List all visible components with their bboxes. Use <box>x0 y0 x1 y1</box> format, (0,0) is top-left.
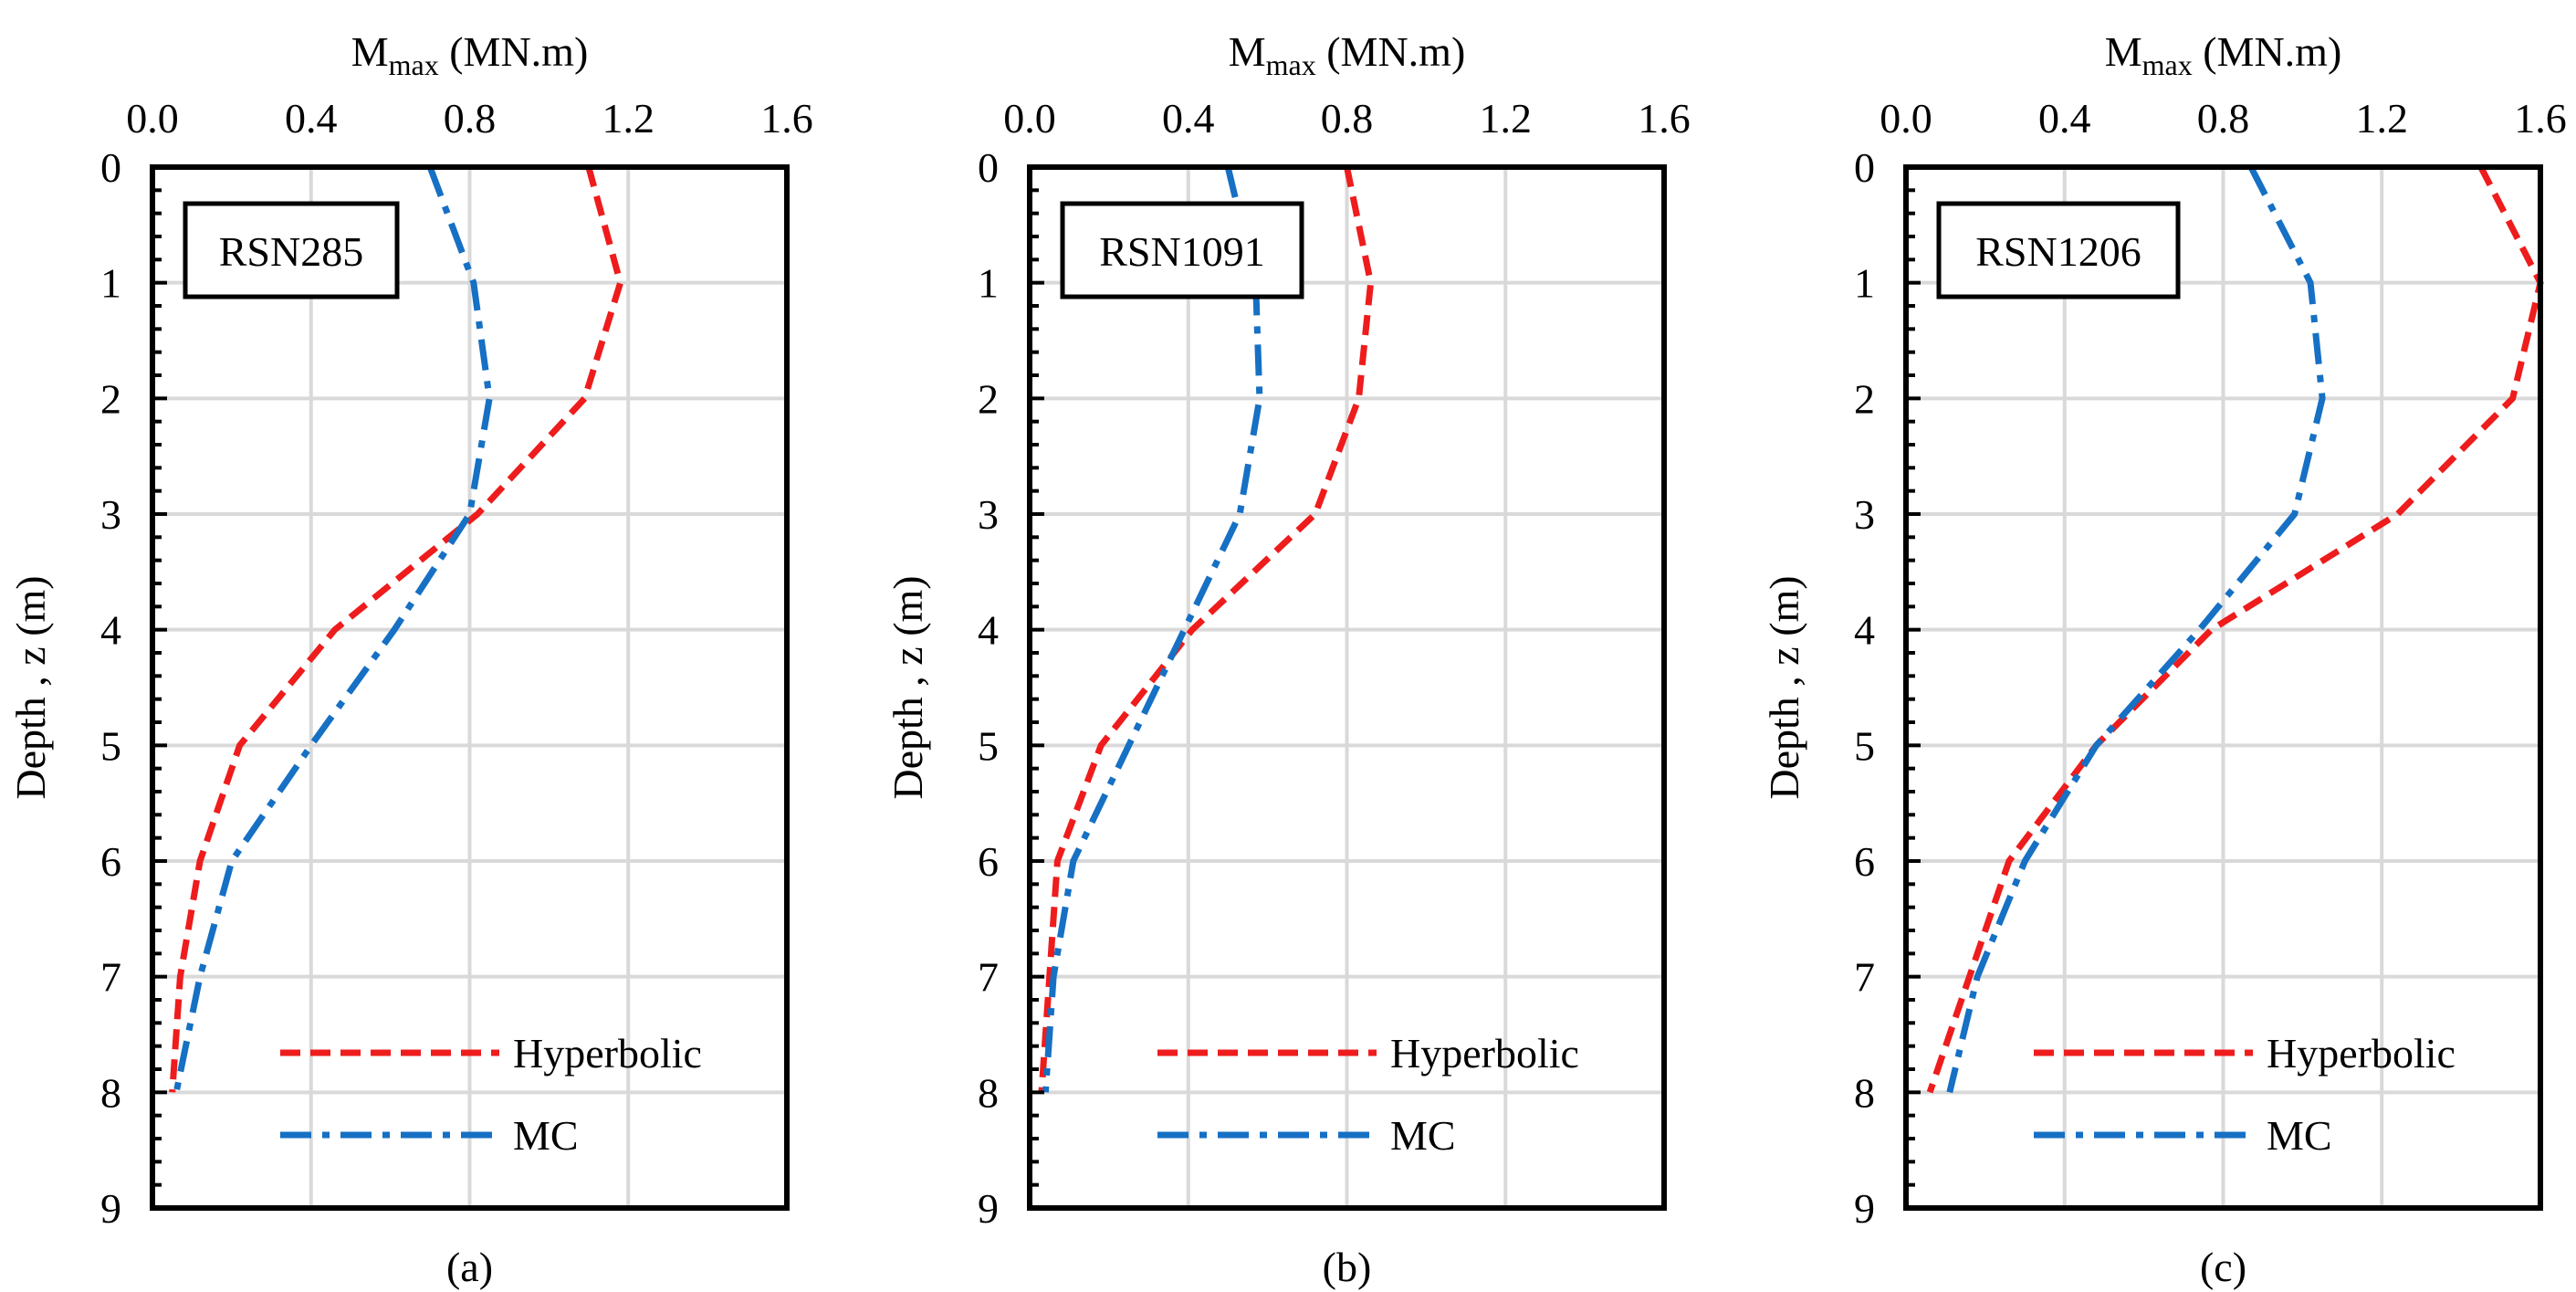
y-tick-label: 6 <box>978 838 999 885</box>
x-tick-label: 0.4 <box>2038 95 2091 142</box>
plot-frame <box>150 164 790 1211</box>
series-line-hyperbolic <box>1926 165 2544 1094</box>
y-tick-label: 2 <box>1854 375 1875 422</box>
x-axis-title-unit: (MN.m) <box>439 28 589 75</box>
chart-panel-2: 0.0 0.4 0.8 1.2 1.6 0 1 2 3 4 5 6 7 8 9 Mmax (MN.m) Dept… <box>885 28 1691 1290</box>
y-axis-title: Depth , z (m) <box>1761 575 1807 799</box>
y-tick-label: 3 <box>1854 491 1875 538</box>
x-axis-title: Mmax (MN.m) <box>351 28 589 81</box>
y-axis-title: Depth , z (m) <box>885 575 931 799</box>
y-tick-label: 7 <box>1854 954 1875 1001</box>
x-tick-label: 0.0 <box>1003 95 1056 142</box>
x-tick-label: 1.6 <box>2514 95 2567 142</box>
legend-label-mc: MC <box>1390 1112 1456 1159</box>
panel-caption: (a) <box>446 1244 493 1290</box>
y-tick-label: 7 <box>100 954 121 1001</box>
y-tick-label: 1 <box>978 260 999 307</box>
y-tick-label: 8 <box>100 1069 121 1116</box>
x-tick-label: 0.8 <box>2197 95 2250 142</box>
x-tick-label: 1.6 <box>760 95 813 142</box>
x-axis-title-main: M <box>1229 28 1266 75</box>
y-tick-label: 7 <box>978 954 999 1001</box>
y-tick-label: 3 <box>978 491 999 538</box>
y-tick-label: 9 <box>978 1185 999 1232</box>
y-tick-label: 0 <box>100 144 121 191</box>
y-tick-label: 3 <box>100 491 121 538</box>
x-tick-label: 1.2 <box>602 95 655 142</box>
record-label-box <box>183 201 400 299</box>
chart-panel-1: 0.0 0.4 0.8 1.2 1.6 0 1 2 3 4 5 6 7 8 9 Mmax (MN.m) Dept… <box>7 28 813 1290</box>
panel-caption: (b) <box>1323 1244 1372 1290</box>
x-tick-label: 1.6 <box>1638 95 1691 142</box>
record-label: RSN1091 <box>1099 228 1264 275</box>
x-tick-label: 0.0 <box>126 95 179 142</box>
chart-panel-3: 0.0 0.4 0.8 1.2 1.6 0 1 2 3 4 5 6 7 8 9 Mmax (MN.m) Dept… <box>1761 28 2567 1290</box>
legend-label-mc: MC <box>2267 1112 2332 1159</box>
x-tick-label: 0.8 <box>444 95 497 142</box>
plot-frame <box>1027 164 1667 1211</box>
legend-label-hyperbolic: Hyperbolic <box>1390 1030 1579 1077</box>
series-line-hyperbolic <box>1038 166 1375 1093</box>
x-axis-title-unit: (MN.m) <box>2193 28 2342 75</box>
y-tick-label: 6 <box>100 838 121 885</box>
y-tick-label: 8 <box>1854 1069 1875 1116</box>
y-tick-label: 2 <box>978 375 999 422</box>
y-tick-label: 4 <box>1854 607 1875 654</box>
y-tick-label: 0 <box>1854 144 1875 191</box>
y-tick-label: 2 <box>100 375 121 422</box>
record-label-box <box>1060 201 1304 299</box>
x-axis-title-unit: (MN.m) <box>1316 28 1466 75</box>
x-axis-title-subscript: max <box>2142 48 2193 81</box>
legend-label-hyperbolic: Hyperbolic <box>2267 1030 2456 1077</box>
legend-label-mc: MC <box>513 1112 579 1159</box>
record-label: RSN285 <box>219 228 363 275</box>
y-tick-label: 5 <box>100 722 121 769</box>
plot-frame <box>1903 164 2543 1211</box>
y-axis-title: Depth , z (m) <box>7 575 54 799</box>
y-tick-label: 6 <box>1854 838 1875 885</box>
x-axis-title-subscript: max <box>389 48 439 81</box>
legend-label-hyperbolic: Hyperbolic <box>513 1030 702 1077</box>
x-tick-label: 0.0 <box>1880 95 1932 142</box>
x-axis-title: Mmax (MN.m) <box>1229 28 1466 81</box>
x-axis-title-main: M <box>351 28 389 75</box>
x-axis-title: Mmax (MN.m) <box>2105 28 2342 81</box>
series-line-hyperbolic <box>169 166 624 1093</box>
panel-caption: (c) <box>2200 1244 2246 1290</box>
x-tick-label: 1.2 <box>2356 95 2409 142</box>
y-tick-label: 8 <box>978 1069 999 1116</box>
x-tick-label: 1.2 <box>1480 95 1533 142</box>
y-tick-label: 9 <box>100 1185 121 1232</box>
y-tick-label: 1 <box>1854 260 1875 307</box>
y-tick-label: 0 <box>978 144 999 191</box>
x-tick-label: 0.4 <box>285 95 338 142</box>
x-tick-label: 0.4 <box>1162 95 1215 142</box>
x-tick-label: 0.8 <box>1321 95 1374 142</box>
y-tick-label: 1 <box>100 260 121 307</box>
y-tick-label: 4 <box>100 607 121 654</box>
y-tick-label: 5 <box>1854 722 1875 769</box>
record-label-box <box>1936 201 2181 299</box>
series-line-mc <box>1946 165 2326 1094</box>
y-tick-label: 4 <box>978 607 999 654</box>
record-label: RSN1206 <box>1975 228 2141 275</box>
y-tick-label: 5 <box>978 722 999 769</box>
y-tick-label: 9 <box>1854 1185 1875 1232</box>
series-line-mc <box>173 165 493 1094</box>
x-axis-title-subscript: max <box>1266 48 1316 81</box>
x-axis-title-main: M <box>2105 28 2142 75</box>
